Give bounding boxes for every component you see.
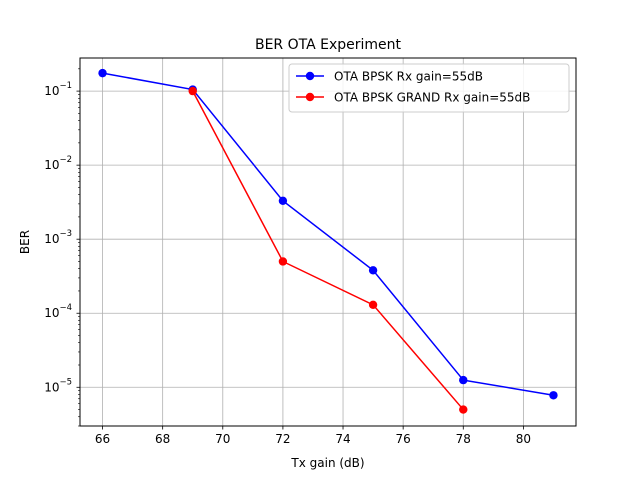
legend-label: OTA BPSK GRAND Rx gain=55dB — [334, 91, 530, 105]
series-1-point — [278, 196, 288, 206]
series-1-point — [368, 266, 378, 275]
y-tick-label-base: 10 — [44, 306, 59, 320]
y-tick-label-exponent: −4 — [59, 303, 72, 313]
y-tick-label-base: 10 — [44, 380, 59, 394]
chart-title: BER OTA Experiment — [255, 37, 402, 53]
y-axis-label: BER — [18, 230, 32, 254]
legend-marker — [305, 92, 315, 102]
series-2 — [188, 86, 468, 414]
series-1-point — [459, 375, 468, 385]
x-tick-label: 76 — [396, 432, 411, 446]
legend-marker — [305, 71, 315, 81]
legend-box — [288, 63, 570, 113]
series-2-line — [192, 90, 464, 411]
legend-item-1: OTA BPSK Rx gain=55dB — [296, 70, 483, 84]
x-tick-label: 70 — [215, 432, 230, 446]
series-1-point — [98, 68, 107, 78]
plot-frame — [79, 57, 577, 427]
y-tick-label: 10−3 — [44, 229, 72, 246]
x-tick-label: 80 — [516, 432, 531, 446]
series-2-point — [278, 257, 288, 266]
y-tick-label: 10−2 — [44, 155, 72, 172]
y-tick-label: 10−4 — [44, 303, 72, 320]
y-tick-label-exponent: −3 — [59, 229, 72, 239]
legend-item-2: OTA BPSK GRAND Rx gain=55dB — [296, 91, 530, 105]
legend-label: OTA BPSK Rx gain=55dB — [334, 70, 483, 84]
y-tick-label-exponent: −1 — [59, 81, 72, 91]
y-tick-label-exponent: −5 — [59, 377, 72, 387]
x-axis-label: Tx gain (dB) — [290, 456, 364, 470]
y-tick-label-base: 10 — [44, 158, 59, 172]
series-2-point — [368, 300, 378, 310]
series-layer — [98, 68, 558, 414]
series-2-point — [188, 86, 197, 96]
series-1-line — [102, 72, 554, 397]
y-tick-label: 10−5 — [44, 377, 72, 394]
grid-layer — [80, 58, 576, 426]
x-tick-label: 74 — [335, 432, 350, 446]
series-2-point — [459, 405, 468, 414]
x-tick-label: 68 — [155, 432, 170, 446]
legend: OTA BPSK Rx gain=55dB OTA BPSK GRAND Rx g… — [288, 63, 570, 113]
series-1-point — [549, 391, 558, 400]
series-1 — [98, 68, 558, 400]
y-tick-label-base: 10 — [44, 84, 59, 98]
x-tick-label: 72 — [275, 432, 290, 446]
x-tick-label: 66 — [95, 432, 110, 446]
x-tick-label: 78 — [456, 432, 471, 446]
y-tick-label: 10−1 — [44, 81, 72, 98]
y-tick-label-exponent: −2 — [59, 155, 72, 165]
y-tick-label-base: 10 — [44, 232, 59, 246]
